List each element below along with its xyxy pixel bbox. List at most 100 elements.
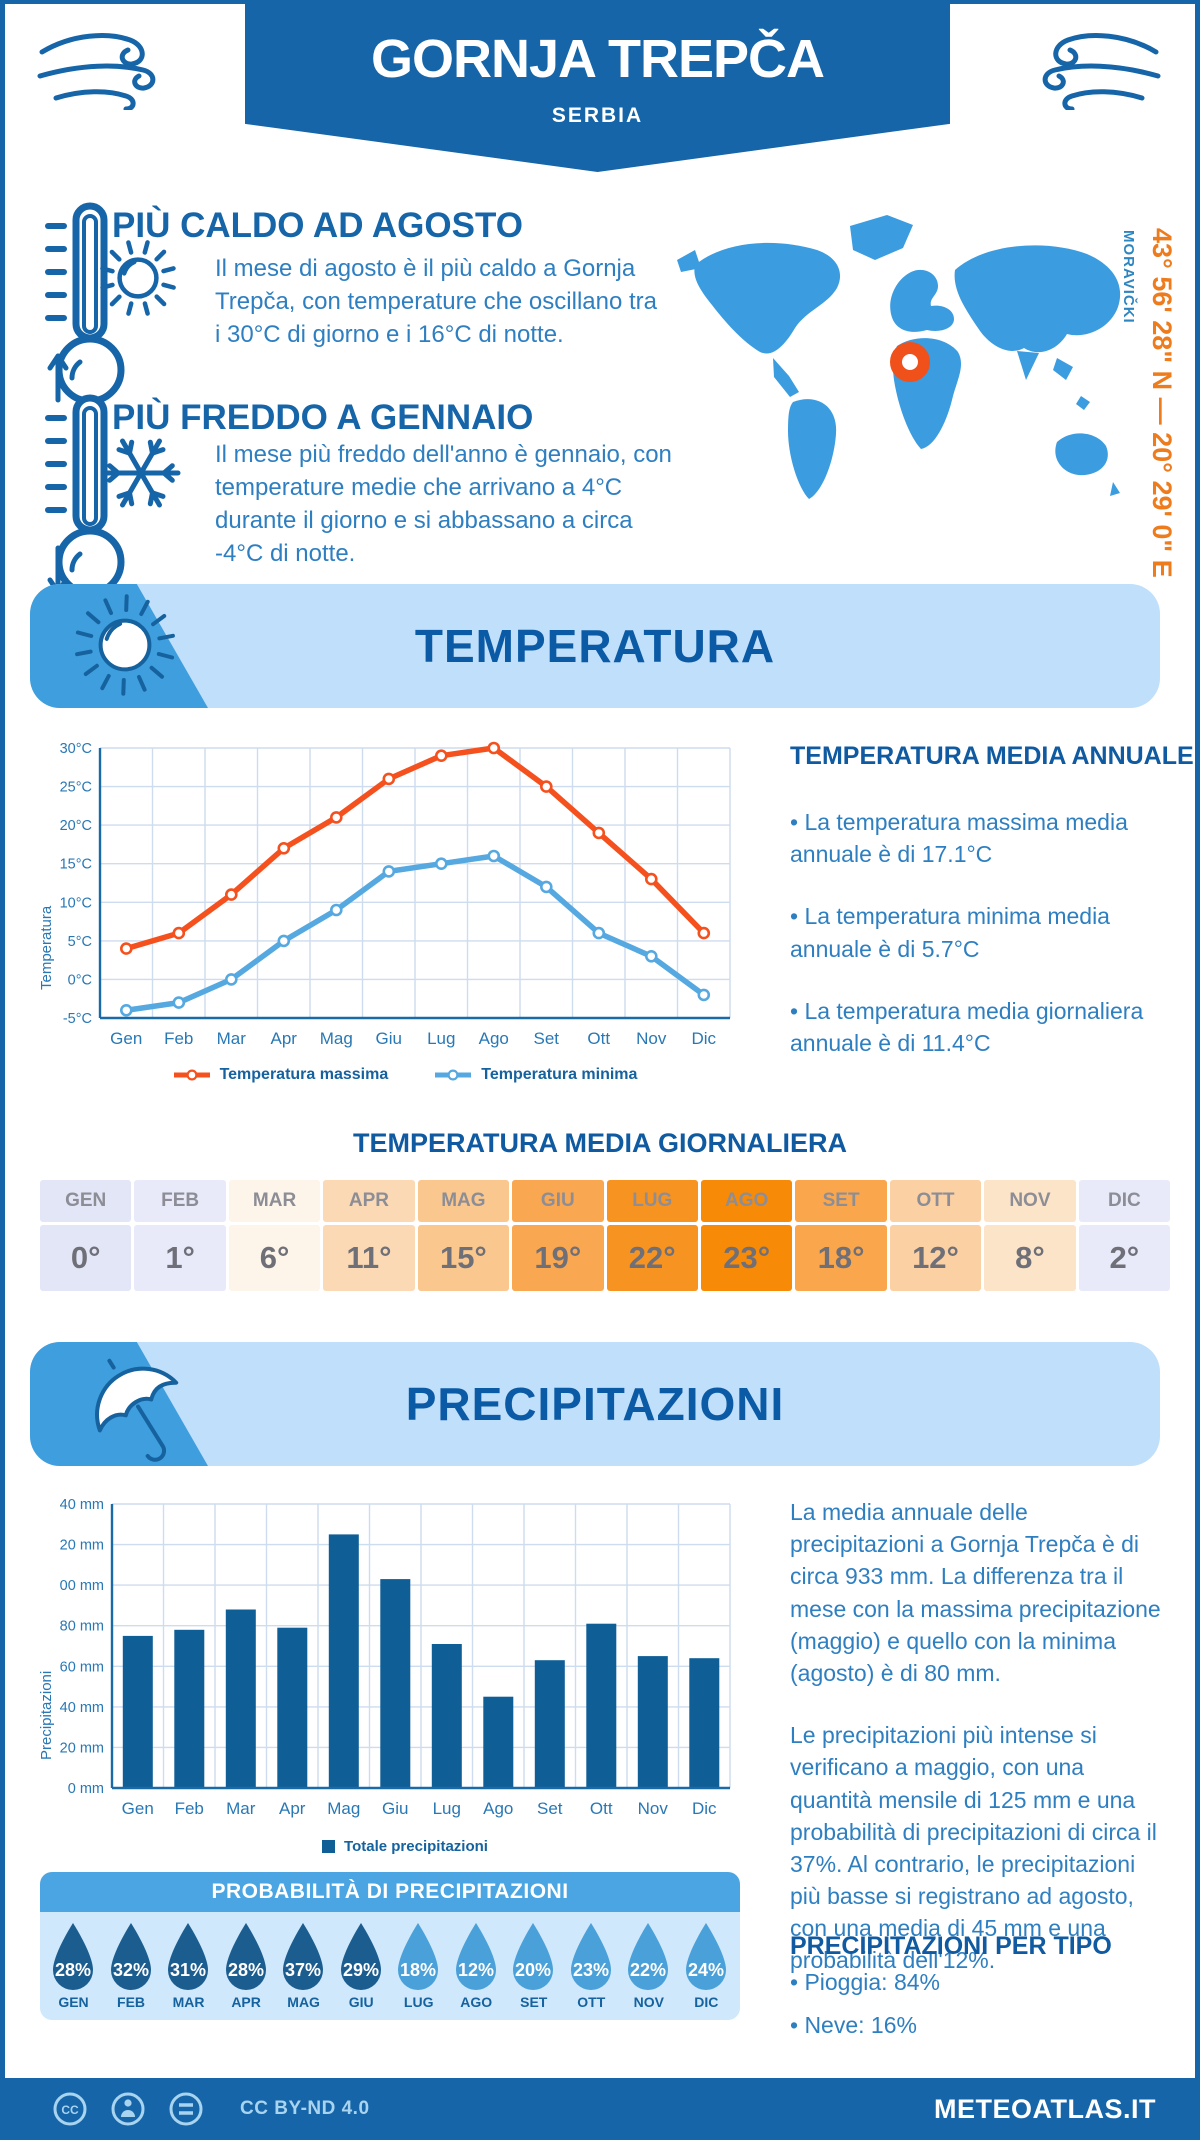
- brand-label: METEOATLAS.IT: [934, 2094, 1156, 2124]
- license-label: CC BY-ND 4.0: [240, 2098, 370, 2119]
- probability-drop: 28% APR: [219, 1920, 274, 2010]
- drop-month-label: MAR: [172, 1994, 205, 2010]
- world-map: [665, 210, 1125, 525]
- table-temp-value: 2°: [1078, 1225, 1171, 1291]
- thermometer-down-icon: [44, 392, 136, 600]
- table-month-header: GIU: [512, 1180, 604, 1222]
- svg-text:Set: Set: [537, 1799, 563, 1818]
- precip-paragraph: La media annuale delle precipitazioni a …: [790, 1499, 1161, 1686]
- svg-text:18%: 18%: [400, 1960, 436, 1980]
- annual-bullet: • La temperatura massima media annuale è…: [790, 809, 1128, 868]
- temp-chart-legend: Temperatura massima Temperatura minima: [60, 1066, 750, 1084]
- warmest-month-heading: PIÙ CALDO AD AGOSTO: [112, 206, 523, 245]
- page-title: GORNJA TREPČA: [370, 29, 825, 89]
- drop-month-label: NOV: [633, 1994, 664, 2010]
- svg-text:Gen: Gen: [110, 1029, 142, 1048]
- temperature-line-chart: 30°C 25°C 20°C 15°C 10°C 5°C 0°C -5°C Gen Feb Mar A…: [60, 736, 750, 1066]
- sun-icon: [98, 238, 178, 318]
- precip-chart-legend: Totale precipitazioni: [60, 1838, 750, 1855]
- svg-text:Nov: Nov: [636, 1029, 667, 1048]
- legend-item: Temperatura massima: [173, 1066, 388, 1084]
- left-border: [0, 0, 5, 2140]
- svg-text:Ago: Ago: [483, 1799, 513, 1818]
- svg-text:31%: 31%: [170, 1960, 206, 1980]
- table-temp-value: 8°: [984, 1225, 1076, 1291]
- table-value-row: 0° 1° 6° 11° 15° 19° 22° 23° 18° 12° 8° 2°: [40, 1222, 1171, 1291]
- svg-text:20 mm: 20 mm: [60, 1740, 104, 1756]
- probability-drop: 22% NOV: [621, 1920, 676, 2010]
- precipitation-text: La media annuale delle precipitazioni a …: [790, 1496, 1168, 2007]
- annual-bullet: • La temperatura minima media annuale è …: [790, 903, 1110, 962]
- temperature-section-title: TEMPERATURA: [414, 620, 776, 672]
- probability-box: PROBABILITÀ DI PRECIPITAZIONI 28% GEN 32…: [40, 1872, 740, 2020]
- daily-temp-heading: TEMPERATURA MEDIA GIORNALIERA: [353, 1128, 847, 1158]
- table-temp-value: 12°: [889, 1225, 982, 1291]
- svg-text:29%: 29%: [343, 1960, 379, 1980]
- snowflake-icon: [100, 432, 182, 514]
- wind-icon: [36, 22, 158, 110]
- svg-text:24%: 24%: [688, 1960, 724, 1980]
- annual-bullet: • La temperatura media giornaliera annua…: [790, 997, 1144, 1056]
- table-temp-value: 18°: [795, 1225, 887, 1291]
- svg-text:CC: CC: [61, 2103, 79, 2117]
- probability-drop: 37% MAG: [276, 1920, 331, 2010]
- table-temp-value: 22°: [606, 1225, 698, 1291]
- precip-type-items: • Pioggia: 84% • Neve: 16%: [790, 1966, 940, 2052]
- table-temp-value: 11°: [323, 1225, 415, 1291]
- drop-month-label: GIU: [348, 1994, 374, 2010]
- precip-type-item: • Neve: 16%: [790, 2012, 917, 2039]
- precipitation-bar-chart: 140 mm 120 mm 100 mm 80 mm 60 mm 40 mm 20 mm 0 …: [60, 1492, 750, 1832]
- table-temp-value: 23°: [700, 1225, 793, 1291]
- svg-text:Dic: Dic: [691, 1029, 716, 1048]
- table-header-row: GEN FEB MAR APR MAG GIU LUG AGO SET OTT NOV DIC: [40, 1180, 1171, 1222]
- svg-text:Apr: Apr: [271, 1029, 298, 1048]
- table-month-header: MAG: [417, 1180, 510, 1222]
- table-month-header: MAR: [228, 1180, 321, 1222]
- svg-text:Feb: Feb: [175, 1799, 204, 1818]
- svg-text:80 mm: 80 mm: [60, 1619, 104, 1635]
- svg-text:15°C: 15°C: [60, 857, 92, 873]
- drop-month-label: MAG: [287, 1994, 320, 2010]
- probability-drop: 29% GIU: [334, 1920, 389, 2010]
- svg-text:-5°C: -5°C: [63, 1011, 92, 1027]
- probability-drop: 23% OTT: [564, 1920, 619, 2010]
- svg-text:60 mm: 60 mm: [60, 1659, 104, 1675]
- svg-text:0°C: 0°C: [68, 972, 92, 988]
- drop-month-label: LUG: [403, 1994, 434, 2010]
- svg-text:28%: 28%: [228, 1960, 264, 1980]
- svg-text:10°C: 10°C: [60, 895, 92, 911]
- probability-drop: 24% DIC: [679, 1920, 734, 2010]
- svg-text:22%: 22%: [630, 1960, 666, 1980]
- umbrella-icon: [68, 1346, 198, 1466]
- probability-drop: 20% SET: [506, 1920, 561, 2010]
- table-month-header: FEB: [134, 1180, 226, 1222]
- legend-item: Totale precipitazioni: [322, 1838, 488, 1855]
- svg-text:12%: 12%: [458, 1960, 494, 1980]
- svg-text:120 mm: 120 mm: [60, 1538, 104, 1554]
- temperature-section-banner: TEMPERATURA: [30, 584, 1160, 708]
- drop-month-label: DIC: [694, 1994, 719, 2010]
- table-month-header: GEN: [40, 1180, 132, 1222]
- table-month-header: LUG: [606, 1180, 698, 1222]
- svg-text:20°C: 20°C: [60, 818, 92, 834]
- svg-text:Mag: Mag: [320, 1029, 353, 1048]
- table-temp-value: 19°: [512, 1225, 604, 1291]
- table-temp-value: 6°: [228, 1225, 321, 1291]
- svg-text:Lug: Lug: [427, 1029, 455, 1048]
- svg-text:30°C: 30°C: [60, 741, 92, 757]
- sun-icon: [72, 592, 178, 698]
- table-temp-value: 15°: [417, 1225, 510, 1291]
- legend-item: Temperatura minima: [434, 1066, 637, 1084]
- probability-drop: 28% GEN: [46, 1920, 101, 2010]
- svg-text:Nov: Nov: [638, 1799, 669, 1818]
- region-label: MORAVIČKI: [1120, 230, 1137, 324]
- svg-text:5°C: 5°C: [68, 934, 92, 950]
- precip-paragraph: Le precipitazioni più intense si verific…: [790, 1722, 1157, 1974]
- svg-text:140 mm: 140 mm: [60, 1497, 104, 1513]
- country-subtitle: SERBIA: [551, 104, 644, 127]
- annual-temp-heading: TEMPERATURA MEDIA ANNUALE: [790, 742, 1194, 770]
- wind-icon: [1040, 22, 1162, 110]
- daily-temp-table: GEN FEB MAR APR MAG GIU LUG AGO SET OTT NOV DIC 0° 1…: [40, 1180, 1171, 1291]
- svg-text:Dic: Dic: [692, 1799, 717, 1818]
